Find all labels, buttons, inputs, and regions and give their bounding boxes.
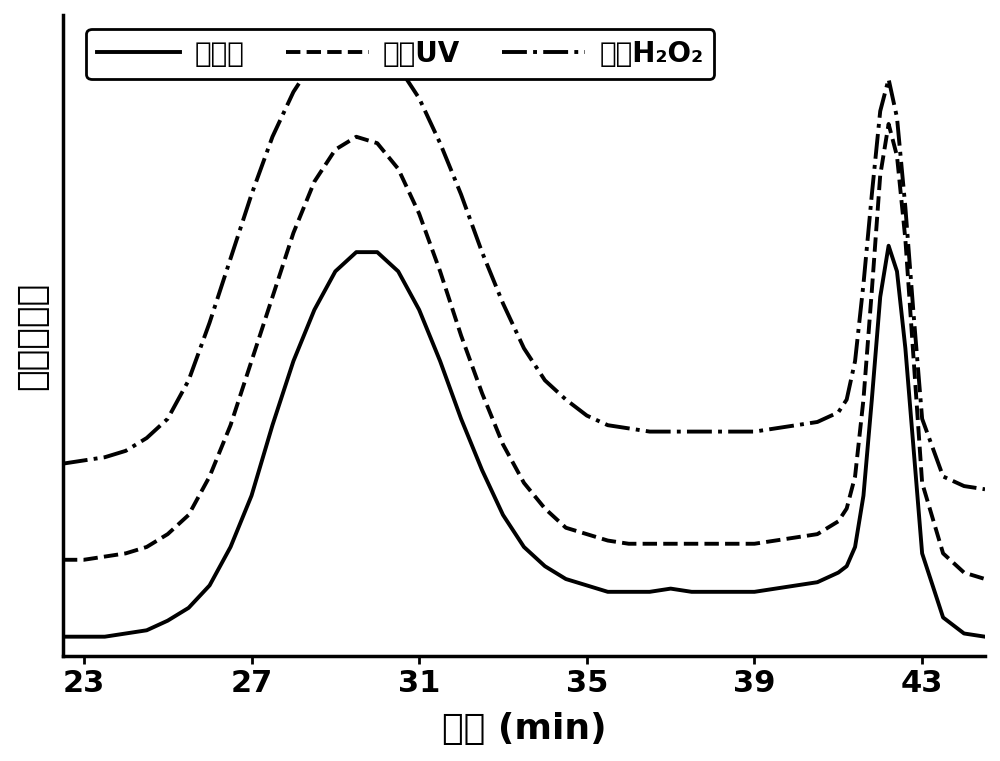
- 单独H₂O₂: [350, 33, 362, 42]
- 单独UV: [392, 164, 404, 174]
- 单独H₂O₂: [287, 88, 299, 97]
- 单独UV: [979, 575, 991, 584]
- 无处理: [748, 587, 760, 597]
- 无处理: [392, 267, 404, 276]
- 单独UV: [811, 530, 823, 539]
- 单独UV: [287, 228, 299, 237]
- Line: 无处理: 无处理: [63, 246, 985, 637]
- 无处理: [371, 247, 383, 256]
- Legend: 无处理, 单独UV, 单独H₂O₂: 无处理, 单独UV, 单独H₂O₂: [86, 29, 714, 79]
- 无处理: [811, 578, 823, 587]
- X-axis label: 时间 (min): 时间 (min): [442, 712, 606, 746]
- 单独H₂O₂: [979, 485, 991, 494]
- 单独H₂O₂: [769, 424, 781, 433]
- 无处理: [57, 632, 69, 642]
- 单独H₂O₂: [832, 408, 844, 417]
- 单独UV: [958, 568, 970, 577]
- 单独H₂O₂: [392, 62, 404, 71]
- 单独UV: [748, 540, 760, 549]
- 无处理: [883, 241, 895, 250]
- 单独UV: [883, 119, 895, 129]
- 无处理: [979, 632, 991, 642]
- 单独H₂O₂: [413, 94, 425, 103]
- 单独H₂O₂: [57, 459, 69, 468]
- Line: 单独UV: 单独UV: [63, 124, 985, 579]
- 无处理: [287, 357, 299, 366]
- 单独UV: [371, 139, 383, 148]
- Y-axis label: 检测器信号: 检测器信号: [15, 282, 49, 390]
- 单独H₂O₂: [958, 482, 970, 491]
- Line: 单独H₂O₂: 单独H₂O₂: [63, 37, 985, 489]
- 单独UV: [57, 556, 69, 565]
- 无处理: [958, 629, 970, 638]
